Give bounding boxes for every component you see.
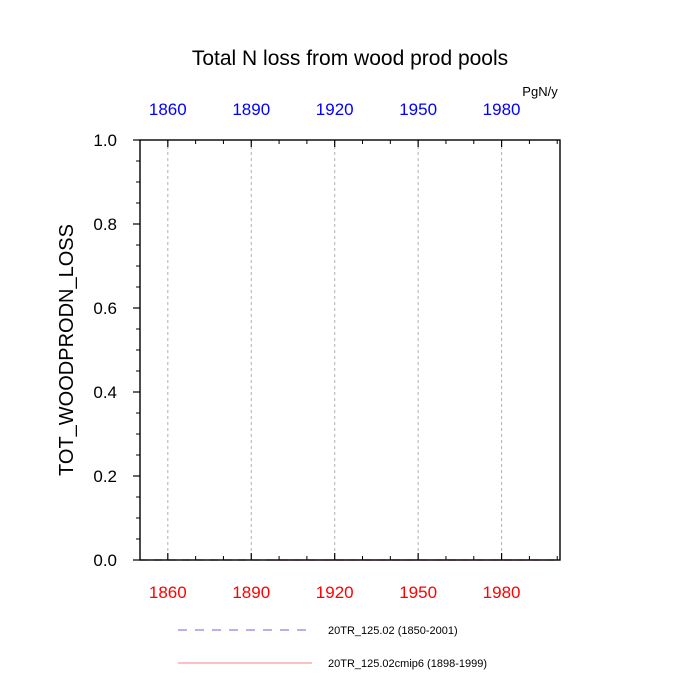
x-tick-label-bottom: 1920 [316, 583, 354, 602]
tick-labels: 1860 1860 1890 1890 1920 1920 1950 1950 1980 1980… [93, 100, 520, 602]
y-tick-label: 0.2 [93, 467, 117, 486]
legend: 20TR_125.02 (1850-2001) 20TR_125.02cmip6 … [178, 625, 487, 670]
x-tick-label-bottom: 1950 [399, 583, 437, 602]
y-axis-title: TOT_WOODPRODN_LOSS [56, 224, 78, 476]
y-tick-label: 1.0 [93, 131, 117, 150]
x-tick-label-top: 1860 [149, 100, 187, 119]
axis-ticks [133, 139, 558, 561]
y-tick-label: 0.4 [93, 383, 117, 402]
x-tick-label-top: 1950 [399, 100, 437, 119]
chart-title: Total N loss from wood prod pools [192, 47, 508, 70]
units-label: PgN/y [522, 84, 558, 99]
y-tick-label: 0.0 [93, 551, 117, 570]
legend-label-2: 20TR_125.02cmip6 (1898-1999) [328, 658, 487, 670]
x-tick-label-top: 1920 [316, 100, 354, 119]
x-tick-label-top: 1980 [483, 100, 521, 119]
y-tick-label: 0.6 [93, 299, 117, 318]
legend-label-1: 20TR_125.02 (1850-2001) [328, 625, 458, 637]
x-tick-label-bottom: 1890 [232, 583, 270, 602]
x-tick-label-bottom: 1980 [483, 583, 521, 602]
x-tick-label-top: 1890 [232, 100, 270, 119]
grid [167, 140, 503, 560]
x-tick-label-bottom: 1860 [149, 583, 187, 602]
y-tick-label: 0.8 [93, 215, 117, 234]
